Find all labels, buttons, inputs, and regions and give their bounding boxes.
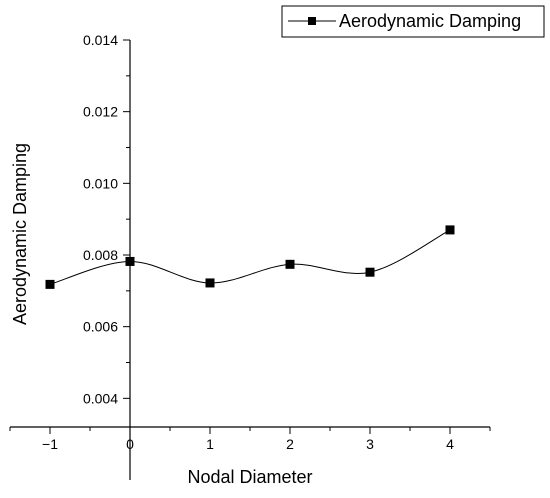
x-ticks: −1 0 1 2 3 4 [9, 427, 491, 452]
x-tick-label: 4 [446, 436, 454, 452]
x-tick-label: 2 [286, 436, 294, 452]
y-tick-label: 0.006 [83, 319, 118, 335]
x-tick-label: −1 [42, 436, 58, 452]
legend: Aerodynamic Damping [281, 5, 545, 38]
y-tick-label: 0.008 [83, 247, 118, 263]
x-axis-title: Nodal Diameter [187, 467, 312, 487]
legend-marker [308, 17, 316, 25]
data-point [205, 278, 215, 288]
series-line [49, 229, 451, 285]
y-ticks: 0.004 0.006 0.008 0.010 0.012 0.014 [83, 32, 130, 406]
y-axis-title: Aerodynamic Damping [10, 143, 30, 325]
y-tick-label: 0.004 [83, 390, 118, 406]
y-tick-label: 0.012 [83, 104, 118, 120]
data-point [445, 225, 455, 235]
data-point [365, 267, 375, 277]
data-point [285, 259, 295, 269]
y-tick-label: 0.010 [83, 175, 118, 191]
legend-label: Aerodynamic Damping [339, 11, 521, 31]
x-tick-label: 3 [366, 436, 374, 452]
y-tick-label: 0.014 [83, 32, 118, 48]
series-markers [45, 225, 455, 289]
x-tick-label: 0 [126, 436, 134, 452]
data-point [45, 279, 55, 289]
x-tick-label: 1 [206, 436, 214, 452]
data-point [125, 256, 135, 266]
